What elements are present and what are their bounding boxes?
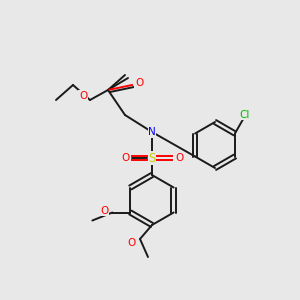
Text: O: O bbox=[100, 206, 109, 215]
Text: O: O bbox=[121, 153, 129, 163]
Text: O: O bbox=[175, 153, 183, 163]
Text: Cl: Cl bbox=[240, 110, 250, 119]
Text: O: O bbox=[79, 91, 87, 101]
Text: N: N bbox=[148, 127, 156, 137]
Text: S: S bbox=[148, 152, 156, 164]
Text: O: O bbox=[128, 238, 136, 248]
Text: O: O bbox=[135, 78, 143, 88]
